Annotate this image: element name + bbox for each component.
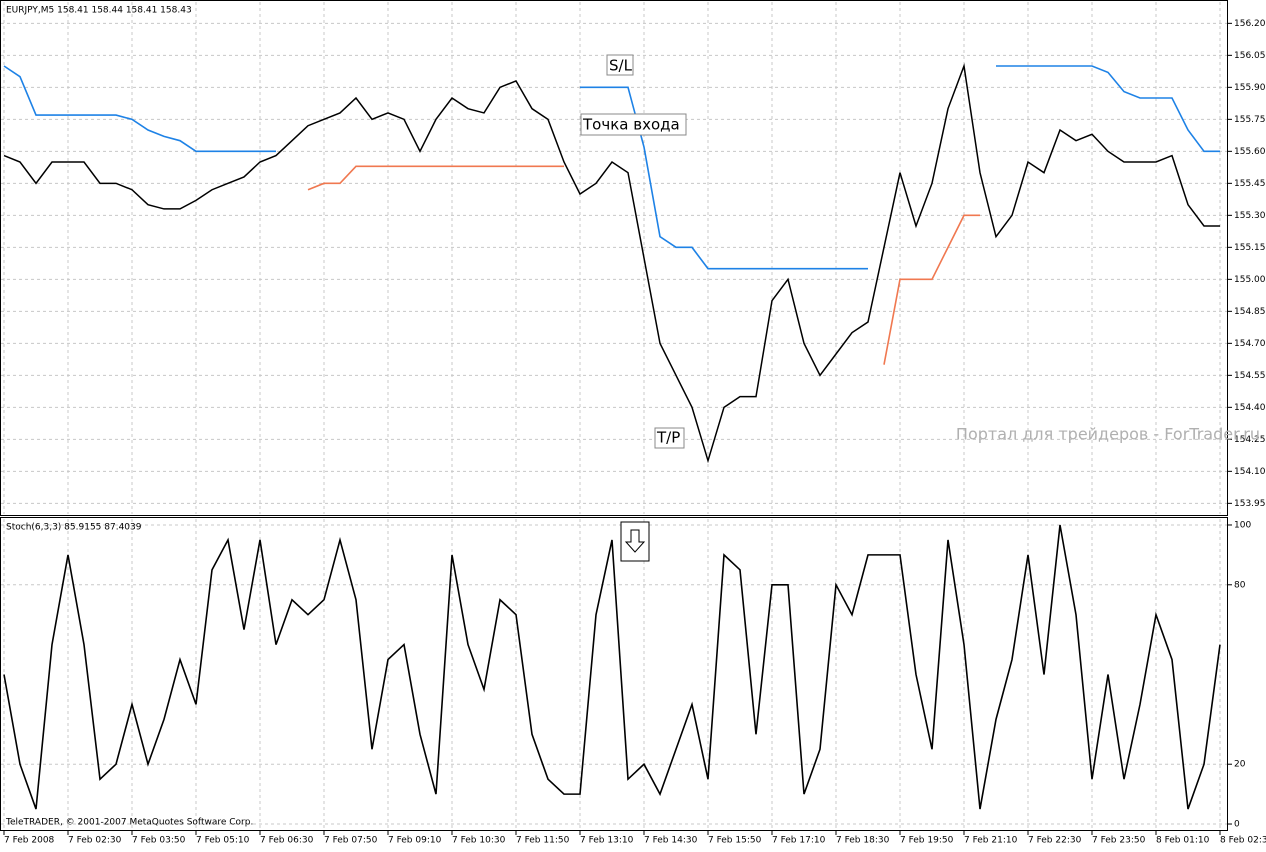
x-tick-label: 7 Feb 03:50 [132, 836, 186, 846]
x-tick-label: 7 Feb 06:30 [260, 836, 314, 846]
x-tick-label: 8 Feb 01:10 [1156, 836, 1210, 846]
x-tick-label: 7 Feb 11:50 [516, 836, 570, 846]
x-tick-label: 7 Feb 10:30 [452, 836, 506, 846]
sl-box [606, 54, 634, 76]
y-tick-label: 155.00 [1234, 275, 1266, 285]
y-tick-label: 154.55 [1234, 371, 1266, 381]
x-tick-label: 8 Feb 02:30 [1220, 836, 1266, 846]
series-line [883, 214, 980, 365]
series-line [3, 65, 276, 153]
y-tick-label: 154.70 [1234, 339, 1266, 349]
entry-box [580, 113, 687, 136]
y-tick-label: 154.25 [1234, 435, 1266, 445]
annotation: T/P [656, 429, 680, 447]
x-tick-label: 7 Feb 2008 [4, 836, 55, 846]
x-tick-label: 7 Feb 07:50 [324, 836, 378, 846]
x-tick-label: 7 Feb 18:30 [836, 836, 890, 846]
y-tick-label: 155.75 [1234, 115, 1266, 125]
x-tick-label: 7 Feb 19:50 [900, 836, 954, 846]
y-tick-label: 20 [1234, 760, 1246, 770]
stoch-title: Stoch(6,3,3) 85.9155 87.4039 [6, 523, 142, 533]
y-tick-label: 155.15 [1234, 243, 1266, 253]
price-title: EURJPY,M5 158.41 158.44 158.41 158.43 [6, 6, 192, 16]
x-tick-label: 7 Feb 09:10 [388, 836, 442, 846]
series-line [3, 63, 1220, 464]
annotation: S/L [609, 57, 633, 75]
x-tick-label: 7 Feb 17:10 [772, 836, 826, 846]
down-arrow [624, 529, 646, 553]
x-tick-label: 7 Feb 22:30 [1028, 836, 1082, 846]
series-line [3, 524, 1221, 810]
y-tick-label: 80 [1234, 580, 1246, 590]
y-tick-label: 154.85 [1234, 307, 1266, 317]
y-tick-label: 153.95 [1234, 499, 1266, 509]
price-pane [0, 0, 1228, 516]
annotation: Точка входа [582, 116, 680, 134]
x-tick-label: 7 Feb 15:50 [708, 836, 762, 846]
series-line [307, 165, 564, 191]
y-tick-label: 154.10 [1234, 467, 1266, 477]
watermark: Портал для трейдеров - ForTrader.ru [956, 425, 1260, 444]
y-tick-label: 155.60 [1234, 147, 1266, 157]
tp-box [654, 427, 685, 449]
y-tick-label: 155.45 [1234, 179, 1266, 189]
footer: TeleTRADER, © 2001-2007 MetaQuotes Softw… [5, 818, 253, 828]
x-tick-label: 7 Feb 13:10 [580, 836, 634, 846]
x-tick-label: 7 Feb 21:10 [964, 836, 1018, 846]
y-tick-label: 100 [1234, 520, 1251, 530]
y-tick-label: 155.90 [1234, 83, 1266, 93]
y-tick-label: 155.30 [1234, 211, 1266, 221]
y-tick-label: 156.20 [1234, 19, 1266, 29]
x-tick-label: 7 Feb 23:50 [1092, 836, 1146, 846]
x-tick-label: 7 Feb 14:30 [644, 836, 698, 846]
y-tick-label: 154.40 [1234, 403, 1266, 413]
x-tick-label: 7 Feb 05:10 [196, 836, 250, 846]
y-tick-label: 0 [1234, 820, 1240, 830]
series-line [996, 65, 1220, 153]
series-line [580, 86, 868, 270]
x-tick-label: 7 Feb 02:30 [68, 836, 122, 846]
y-tick-label: 156.05 [1234, 51, 1266, 61]
